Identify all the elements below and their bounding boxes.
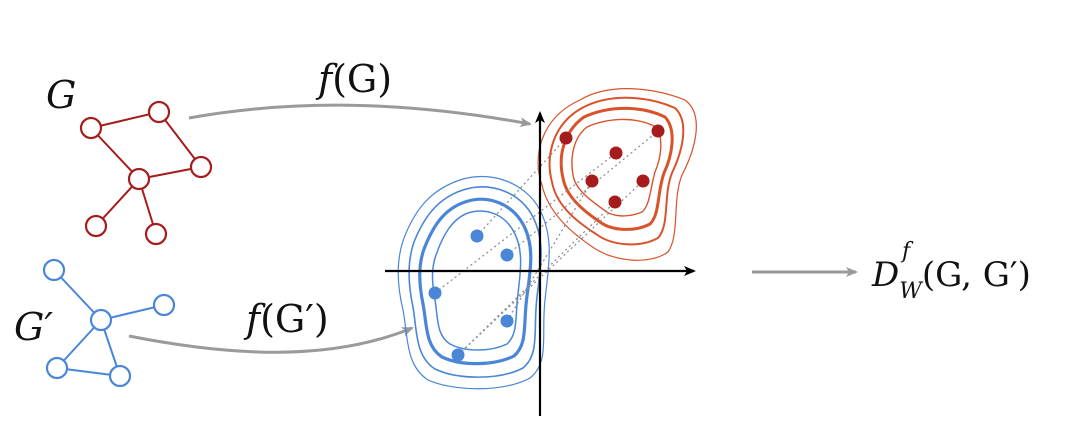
embedding-point — [609, 146, 623, 160]
embedding-point — [470, 229, 484, 243]
embedding-point — [608, 195, 622, 209]
graph-node — [79, 116, 103, 140]
mapping-label-g: f(G) — [315, 57, 392, 101]
graph-g-prime: G′ — [14, 258, 176, 388]
coupling-lines — [434, 130, 659, 356]
graph-node — [42, 258, 66, 282]
contour-inner — [559, 106, 674, 231]
distance-label: DW(G, G′) — [871, 255, 1031, 304]
embedding-points-g — [559, 124, 665, 209]
distance-superscript: f — [900, 239, 914, 264]
graph-node — [144, 222, 168, 246]
graph-node — [147, 100, 171, 124]
graph-node — [108, 364, 132, 388]
contour-core — [431, 210, 522, 351]
contour-outer — [537, 88, 697, 261]
mapping-arrow-g — [188, 103, 532, 128]
graph-node — [45, 356, 69, 380]
coordinate-axes — [385, 111, 696, 416]
graph-g-label: G — [46, 73, 76, 117]
embedding-point — [636, 174, 650, 188]
mapping-label-g-prime: f(G′) — [243, 297, 329, 341]
embedding-point — [500, 314, 514, 328]
graph-node — [189, 155, 213, 179]
embedding-point — [428, 286, 442, 300]
contour-middle — [408, 186, 542, 378]
embedding-point — [559, 131, 573, 145]
graph-node — [127, 167, 151, 191]
graph-g: G — [46, 73, 213, 246]
distribution-g — [537, 88, 697, 261]
embedding-points-g-prime — [428, 229, 514, 362]
graph-g-prime-label: G′ — [14, 305, 53, 349]
embedding-point — [651, 124, 665, 138]
contour-middle — [548, 96, 685, 246]
embedding-point — [500, 248, 514, 262]
graph-node — [84, 214, 108, 238]
graph-node — [89, 308, 113, 332]
graph-g-nodes — [79, 100, 213, 246]
graph-node — [152, 293, 176, 317]
contour-inner — [418, 197, 533, 366]
mapping-arrow-g-prime — [128, 326, 414, 354]
graph-g-prime-nodes — [42, 258, 176, 388]
embedding-point — [585, 174, 599, 188]
embedding-point — [451, 348, 465, 362]
distribution-g-prime — [397, 176, 550, 390]
